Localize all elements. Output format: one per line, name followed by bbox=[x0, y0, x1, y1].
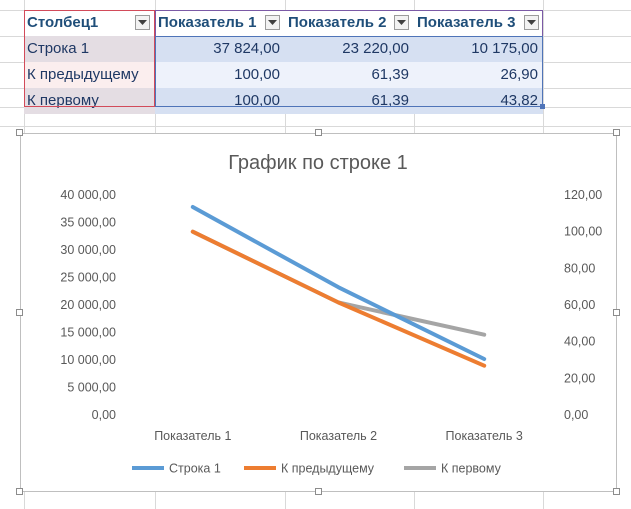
y-axis-tick-label: 15 000,00 bbox=[60, 326, 116, 340]
value-cell[interactable]: 61,39 bbox=[285, 88, 414, 114]
filter-dropdown-button[interactable] bbox=[524, 15, 539, 30]
dropdown-arrow-icon bbox=[527, 20, 536, 25]
filter-dropdown-button[interactable] bbox=[135, 15, 150, 30]
y-axis-tick-label: 25 000,00 bbox=[60, 271, 116, 285]
value-cell[interactable]: 100,00 bbox=[155, 62, 285, 88]
chart-resize-handle[interactable] bbox=[315, 488, 322, 495]
header-label: Показатель 1 bbox=[158, 14, 257, 31]
chart-resize-handle[interactable] bbox=[315, 129, 322, 136]
row-label-cell[interactable]: Строка 1 bbox=[24, 36, 155, 62]
range-resize-handle[interactable] bbox=[540, 104, 545, 109]
header-cell[interactable]: Показатель 2 bbox=[285, 10, 414, 36]
header-label: Показатель 2 bbox=[288, 14, 387, 31]
y-axis-tick-label: 10 000,00 bbox=[60, 353, 116, 367]
chart-resize-handle[interactable] bbox=[16, 488, 23, 495]
x-axis-tick-label: Показатель 1 bbox=[154, 429, 231, 443]
y-axis-tick-label: 5 000,00 bbox=[67, 381, 116, 395]
header-cell[interactable]: Показатель 1 bbox=[155, 10, 285, 36]
table-row: К предыдущему 100,00 61,39 26,90 bbox=[24, 62, 543, 88]
header-label: Столбец1 bbox=[27, 14, 99, 31]
series-line-1 bbox=[190, 205, 487, 361]
y2-axis-tick-label: 120,00 bbox=[564, 188, 602, 202]
y2-axis-tick-label: 100,00 bbox=[564, 225, 602, 239]
filter-dropdown-button[interactable] bbox=[394, 15, 409, 30]
row-label-cell[interactable]: К предыдущему bbox=[24, 62, 155, 88]
y2-axis-tick-label: 40,00 bbox=[564, 335, 595, 349]
chart-title: График по строке 1 bbox=[228, 152, 408, 174]
value-cell[interactable]: 37 824,00 bbox=[155, 36, 285, 62]
value-cell[interactable]: 43,82 bbox=[414, 88, 543, 114]
dropdown-arrow-icon bbox=[268, 20, 277, 25]
x-axis-tick-label: Показатель 2 bbox=[300, 429, 377, 443]
x-axis-tick-label: Показатель 3 bbox=[446, 429, 523, 443]
chart-resize-handle[interactable] bbox=[16, 129, 23, 136]
chart-resize-handle[interactable] bbox=[613, 488, 620, 495]
y2-axis-tick-label: 60,00 bbox=[564, 298, 595, 312]
chart-resize-handle[interactable] bbox=[613, 309, 620, 316]
table-row: К первому 100,00 61,39 43,82 bbox=[24, 88, 543, 114]
legend-label: К предыдущему bbox=[281, 462, 375, 476]
y-axis-tick-label: 0,00 bbox=[92, 408, 116, 422]
series-line-2 bbox=[190, 229, 487, 368]
header-cell[interactable]: Столбец1 bbox=[24, 10, 155, 36]
y-axis-tick-label: 30 000,00 bbox=[60, 243, 116, 257]
chart-resize-handle[interactable] bbox=[16, 309, 23, 316]
value-cell[interactable]: 26,90 bbox=[414, 62, 543, 88]
dropdown-arrow-icon bbox=[397, 20, 406, 25]
y2-axis-tick-label: 0,00 bbox=[564, 408, 588, 422]
table-row: Строка 1 37 824,00 23 220,00 10 175,00 bbox=[24, 36, 543, 62]
row-label-cell[interactable]: К первому bbox=[24, 88, 155, 114]
value-cell[interactable]: 10 175,00 bbox=[414, 36, 543, 62]
y-axis-tick-label: 40 000,00 bbox=[60, 188, 116, 202]
chart-resize-handle[interactable] bbox=[613, 129, 620, 136]
line-chart[interactable]: График по строке 1 0,00 5 000,00 10 000,00 1… bbox=[20, 133, 617, 492]
header-label: Показатель 3 bbox=[417, 14, 516, 31]
y-axis-tick-label: 20 000,00 bbox=[60, 298, 116, 312]
filter-dropdown-button[interactable] bbox=[265, 15, 280, 30]
value-cell[interactable]: 61,39 bbox=[285, 62, 414, 88]
series-line-3 bbox=[190, 229, 487, 337]
dropdown-arrow-icon bbox=[138, 20, 147, 25]
legend-label: Строка 1 bbox=[169, 462, 221, 476]
y2-axis-tick-label: 20,00 bbox=[564, 371, 595, 385]
y-axis-tick-label: 35 000,00 bbox=[60, 216, 116, 230]
table-header-row: Столбец1 Показатель 1 Показатель 2 Показ… bbox=[24, 10, 543, 36]
header-cell[interactable]: Показатель 3 bbox=[414, 10, 543, 36]
value-cell[interactable]: 23 220,00 bbox=[285, 36, 414, 62]
legend-label: К первому bbox=[441, 462, 502, 476]
value-cell[interactable]: 100,00 bbox=[155, 88, 285, 114]
chart-area[interactable] bbox=[20, 133, 617, 492]
y2-axis-tick-label: 80,00 bbox=[564, 261, 595, 275]
